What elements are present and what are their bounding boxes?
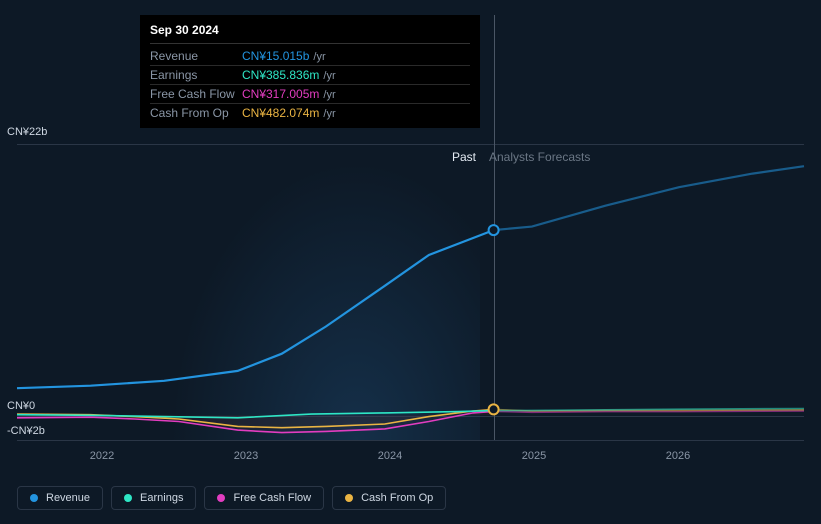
- tooltip-row-value: CN¥317.005m: [242, 87, 319, 101]
- revenue-line-forecast: [494, 166, 804, 230]
- tooltip-row: Free Cash FlowCN¥317.005m/yr: [150, 85, 470, 104]
- tooltip-row-label: Earnings: [150, 68, 242, 82]
- tooltip-row-value: CN¥482.074m: [242, 106, 319, 120]
- tooltip-row: EarningsCN¥385.836m/yr: [150, 66, 470, 85]
- tooltip-row-unit: /yr: [313, 51, 325, 63]
- tooltip-row-unit: /yr: [323, 70, 335, 82]
- legend-item-cash-from-op[interactable]: Cash From Op: [332, 486, 446, 510]
- legend-item-revenue[interactable]: Revenue: [17, 486, 103, 510]
- x-label: 2023: [234, 450, 258, 462]
- legend-item-free-cash-flow[interactable]: Free Cash Flow: [204, 486, 324, 510]
- tooltip-row: Cash From OpCN¥482.074m/yr: [150, 104, 470, 122]
- legend-label: Revenue: [46, 492, 90, 504]
- legend-label: Earnings: [140, 492, 183, 504]
- tooltip-row-value: CN¥15.015b: [242, 49, 309, 63]
- tooltip-row-label: Cash From Op: [150, 106, 242, 120]
- tooltip-row-label: Revenue: [150, 49, 242, 63]
- tooltip-date: Sep 30 2024: [150, 23, 470, 44]
- x-label: 2026: [666, 450, 690, 462]
- x-label: 2025: [522, 450, 546, 462]
- legend-dot-icon: [124, 494, 132, 502]
- tooltip: Sep 30 2024 RevenueCN¥15.015b/yrEarnings…: [140, 15, 480, 128]
- tooltip-row-unit: /yr: [323, 89, 335, 101]
- legend-dot-icon: [30, 494, 38, 502]
- revenue-marker: [489, 225, 499, 235]
- tooltip-row-label: Free Cash Flow: [150, 87, 242, 101]
- legend-label: Free Cash Flow: [233, 492, 311, 504]
- x-label: 2024: [378, 450, 402, 462]
- legend-dot-icon: [217, 494, 225, 502]
- cashop-marker: [489, 404, 499, 414]
- legend-dot-icon: [345, 494, 353, 502]
- legend: Revenue Earnings Free Cash Flow Cash From O…: [17, 486, 446, 510]
- legend-item-earnings[interactable]: Earnings: [111, 486, 196, 510]
- legend-label: Cash From Op: [361, 492, 433, 504]
- tooltip-row-value: CN¥385.836m: [242, 68, 319, 82]
- tooltip-row-unit: /yr: [323, 108, 335, 120]
- revenue-line-past: [17, 230, 494, 388]
- chart-plot[interactable]: [17, 132, 804, 442]
- tooltip-row: RevenueCN¥15.015b/yr: [150, 47, 470, 66]
- x-label: 2022: [90, 450, 114, 462]
